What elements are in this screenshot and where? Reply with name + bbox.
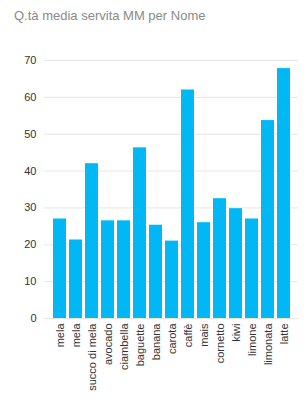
svg-text:latte: latte — [278, 324, 290, 345]
svg-text:succo di mela: succo di mela — [86, 323, 98, 391]
svg-text:40: 40 — [24, 165, 36, 177]
svg-text:avocado: avocado — [102, 324, 114, 366]
svg-text:10: 10 — [24, 275, 36, 287]
svg-text:caffè: caffè — [182, 324, 194, 348]
svg-text:banana: banana — [150, 323, 162, 361]
svg-text:70: 70 — [24, 54, 36, 66]
html-text:Q.tà media servita MM per Nome: Q.tà media servita MM per Nome — [14, 8, 206, 23]
svg-text:limone: limone — [246, 324, 258, 356]
svg-text:30: 30 — [24, 201, 36, 213]
svg-text:cornetto: cornetto — [214, 324, 226, 364]
svg-text:0: 0 — [30, 312, 36, 324]
svg-text:60: 60 — [24, 91, 36, 103]
svg-text:mela: mela — [70, 323, 82, 348]
svg-text:mela: mela — [54, 323, 66, 348]
svg-text:baguette: baguette — [134, 324, 146, 367]
svg-text:carota: carota — [166, 323, 178, 354]
svg-text:mais: mais — [198, 323, 210, 347]
svg-text:ciambella: ciambella — [118, 323, 130, 370]
svg-text:20: 20 — [24, 238, 36, 250]
svg-text:limonata: limonata — [262, 323, 274, 365]
svg-text:50: 50 — [24, 128, 36, 140]
svg-text:kiwi: kiwi — [230, 324, 242, 342]
